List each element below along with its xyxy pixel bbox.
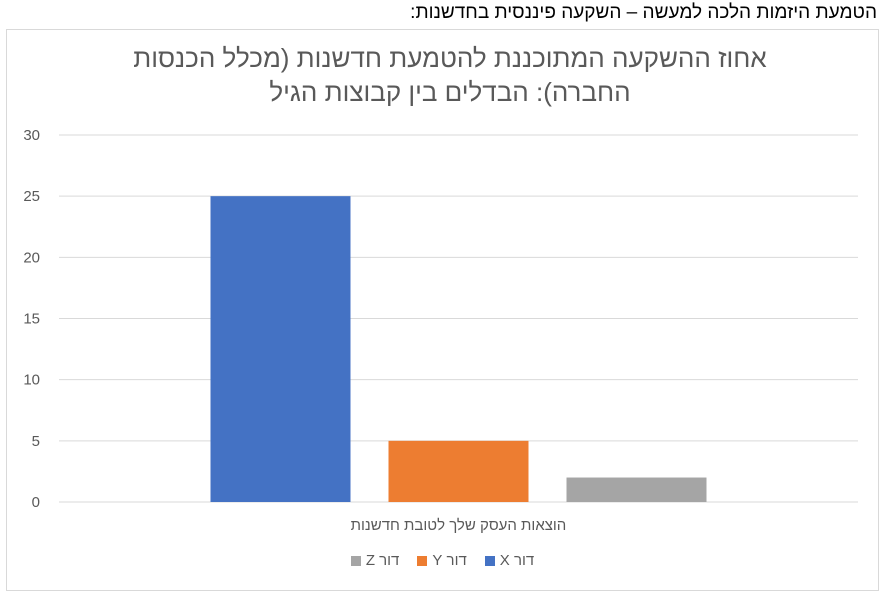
chart-legend: דור X דור Y דור Z xyxy=(0,552,885,569)
legend-label: דור Y xyxy=(432,552,467,569)
y-tick-label: 0 xyxy=(32,494,40,511)
y-tick-label: 10 xyxy=(23,372,40,389)
bar xyxy=(210,196,351,502)
legend-item: דור Z xyxy=(350,552,400,569)
legend-swatch xyxy=(484,555,495,566)
legend-swatch xyxy=(417,555,428,566)
y-tick-label: 25 xyxy=(23,188,40,205)
x-tick-label: הוצאות העסק שלך לטובת חדשנות xyxy=(351,517,567,534)
bar xyxy=(388,440,529,502)
x-tick-labels: הוצאות העסק שלך לטובת חדשנות xyxy=(351,517,567,534)
legend-swatch xyxy=(350,555,361,566)
legend-item: דור X xyxy=(484,552,535,569)
y-tick-label: 5 xyxy=(32,433,40,450)
legend-label: דור X xyxy=(499,552,535,569)
y-tick-label: 20 xyxy=(23,249,40,266)
chart-title: אחוז ההשקעה המתוכננת להטמעת חדשנות (מכלל… xyxy=(133,43,767,107)
bars xyxy=(210,196,707,502)
y-tick-label: 30 xyxy=(23,127,40,144)
y-tick-labels: 0 5 10 15 20 25 30 xyxy=(23,127,40,511)
page-heading: הטמעת היזמות הלכה למעשה – השקעה פיננסית … xyxy=(410,2,877,23)
legend-item: דור Y xyxy=(417,552,467,569)
y-tick-label: 15 xyxy=(23,311,40,328)
legend-label: דור Z xyxy=(365,552,400,569)
bar xyxy=(566,477,707,502)
